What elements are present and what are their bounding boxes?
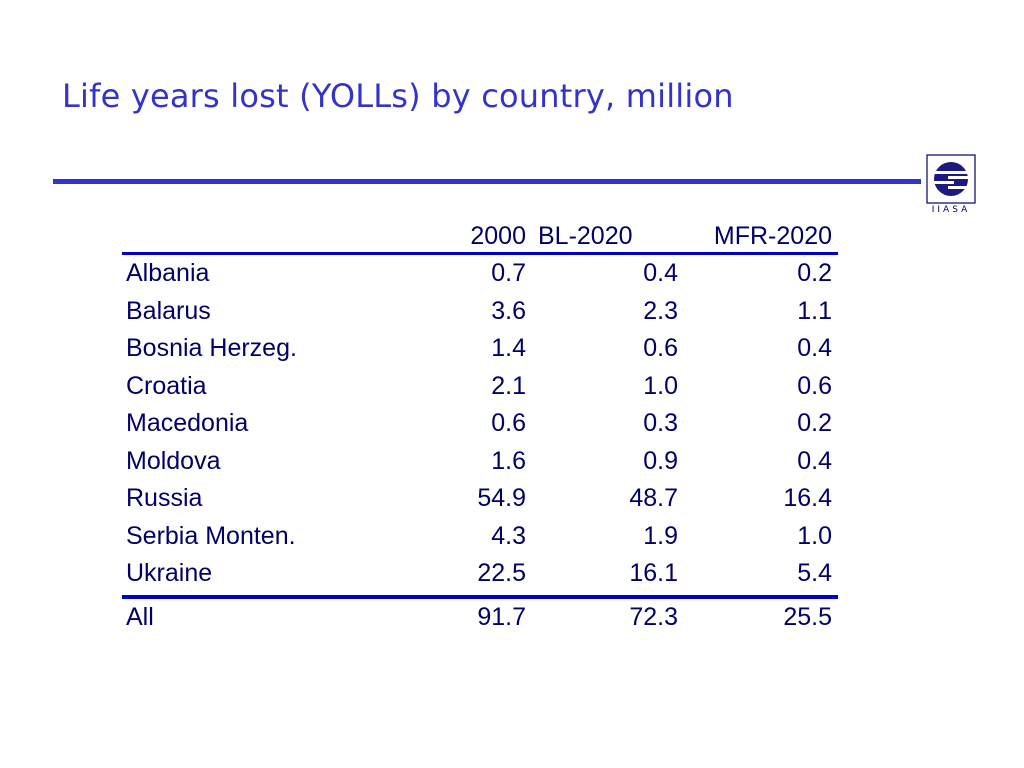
value-2000: 0.6 (491, 409, 526, 437)
total-bl-2020: 72.3 (629, 602, 678, 631)
value-mfr-2020: 1.0 (797, 521, 832, 550)
value-2000: 1.6 (491, 446, 526, 475)
header-rule (122, 252, 838, 255)
table-row: Albania 0.7 0.4 0.2 (122, 255, 838, 293)
value-mfr-2020: 0.6 (797, 371, 832, 400)
table-row: Ukraine 22.5 16.1 5.4 (122, 555, 838, 593)
header-2000: 2000 (470, 222, 526, 250)
value-mfr-2020: 5.4 (797, 559, 832, 587)
value-2000: 22.5 (477, 559, 526, 587)
value-mfr-2020: 0.2 (797, 259, 832, 287)
value-mfr-2020: 0.2 (797, 409, 832, 437)
value-bl-2020: 0.4 (643, 259, 678, 287)
table-row: Croatia 2.1 1.0 0.6 (122, 368, 838, 406)
table-row: Macedonia 0.6 0.3 0.2 (122, 405, 838, 443)
value-2000: 4.3 (491, 521, 526, 550)
country-name: Moldova (126, 446, 221, 475)
total-rule (122, 594, 838, 599)
table-row: Russia 54.9 48.7 16.4 (122, 480, 838, 518)
yolls-table: 2000 BL-2020 MFR-2020 Albania 0.7 0.4 0.… (122, 220, 838, 635)
country-name: Albania (126, 259, 210, 287)
header-bl-2020: BL-2020 (538, 222, 633, 250)
value-2000: 54.9 (477, 484, 526, 512)
value-bl-2020: 2.3 (643, 296, 678, 325)
value-mfr-2020: 0.4 (797, 446, 832, 475)
value-bl-2020: 1.9 (643, 521, 678, 550)
header-mfr-2020: MFR-2020 (713, 222, 832, 250)
globe-icon: IIASA (926, 154, 976, 214)
value-2000: 2.1 (491, 371, 526, 400)
value-bl-2020: 1.0 (643, 371, 678, 400)
table-row: Serbia Monten. 4.3 1.9 1.0 (122, 518, 838, 556)
value-2000: 1.4 (491, 334, 526, 362)
iiasa-logo: IIASA (926, 154, 976, 214)
country-name: Macedonia (126, 409, 249, 437)
table-header-row: 2000 BL-2020 MFR-2020 (122, 220, 838, 252)
country-name: Ukraine (126, 559, 213, 587)
total-row: All 91.7 72.3 25.5 (122, 599, 838, 635)
logo-text: IIASA (932, 205, 971, 214)
value-bl-2020: 0.9 (643, 446, 678, 475)
country-name: Bosnia Herzeg. (126, 334, 297, 362)
value-bl-2020: 0.3 (643, 409, 678, 437)
total-label: All (126, 602, 154, 631)
value-bl-2020: 0.6 (643, 334, 678, 362)
value-bl-2020: 48.7 (629, 484, 678, 512)
country-name: Serbia Monten. (126, 521, 296, 550)
value-2000: 3.6 (491, 296, 526, 325)
country-name: Croatia (126, 371, 207, 400)
table-row: Balarus 3.6 2.3 1.1 (122, 293, 838, 331)
country-name: Balarus (126, 296, 211, 325)
slide-title: Life years lost (YOLLs) by country, mill… (62, 77, 734, 115)
country-name: Russia (126, 484, 203, 512)
title-divider (53, 179, 921, 184)
total-mfr-2020: 25.5 (783, 602, 832, 631)
value-mfr-2020: 0.4 (797, 334, 832, 362)
table-body: Albania 0.7 0.4 0.2 Balarus 3.6 2.3 1.1 … (122, 255, 838, 593)
value-mfr-2020: 16.4 (783, 484, 832, 512)
value-2000: 0.7 (491, 259, 526, 287)
value-mfr-2020: 1.1 (797, 296, 832, 325)
total-2000: 91.7 (477, 602, 526, 631)
value-bl-2020: 16.1 (629, 559, 678, 587)
table-row: Bosnia Herzeg. 1.4 0.6 0.4 (122, 330, 838, 368)
table-row: Moldova 1.6 0.9 0.4 (122, 443, 838, 481)
